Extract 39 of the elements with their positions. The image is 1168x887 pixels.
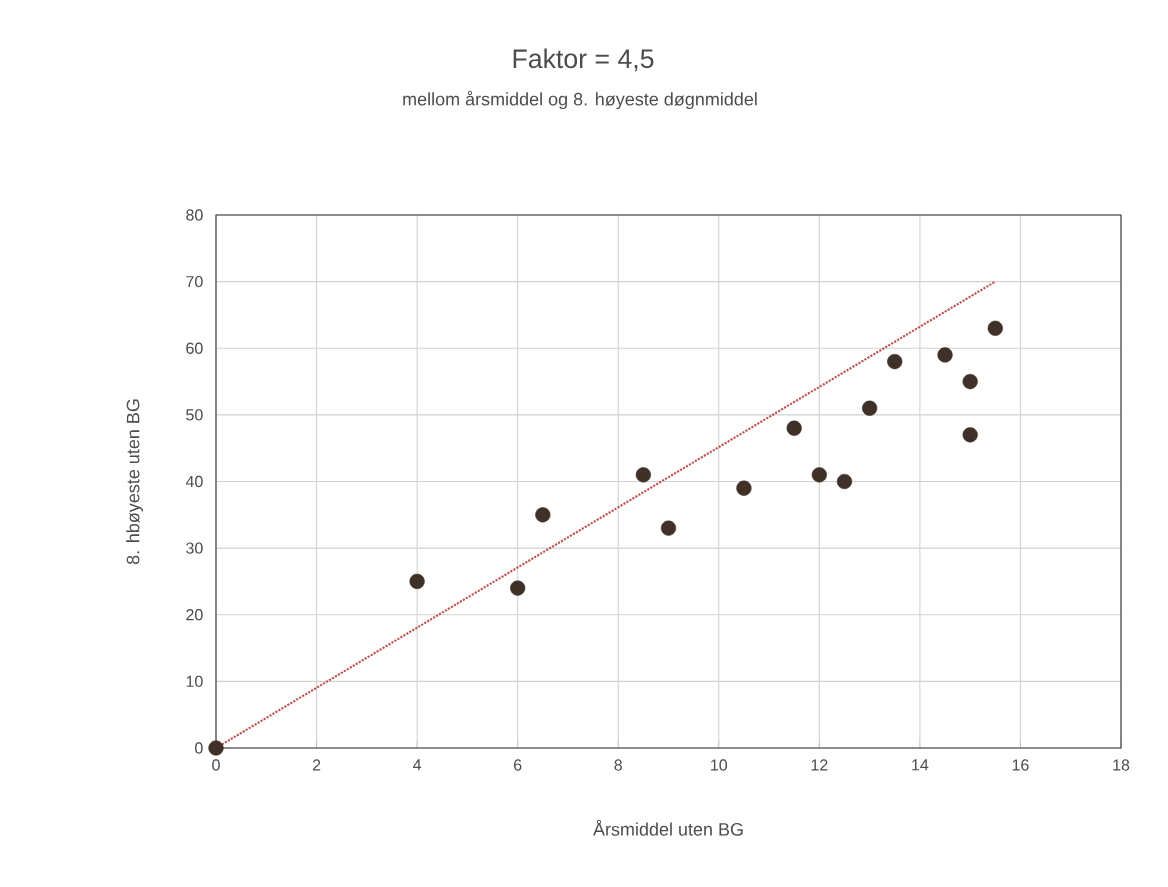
point	[836, 473, 853, 490]
y-tick-label: 40	[185, 475, 203, 488]
point	[736, 480, 752, 496]
x-tick-label: 6	[514, 759, 522, 771]
y-tick-label: 0	[195, 742, 203, 754]
y-tick-label: 50	[186, 409, 203, 421]
y-axis-title: 8. hbøyeste uten BG	[126, 399, 144, 565]
x-tick-label: 12	[811, 759, 828, 771]
point	[786, 420, 802, 436]
point	[535, 507, 551, 523]
y-tick-label: 70	[186, 275, 203, 288]
point	[937, 347, 953, 363]
x-tick-label: 10	[711, 759, 728, 771]
point	[660, 520, 677, 536]
x-axis-title: Årsmiddel uten BG	[593, 819, 743, 836]
x-tick-label: 0	[212, 759, 220, 771]
point	[962, 427, 978, 443]
point	[862, 400, 878, 416]
x-tick-label: 18	[1113, 759, 1130, 771]
x-tick-label: 16	[1012, 759, 1029, 771]
point	[510, 580, 526, 596]
point	[987, 320, 1003, 336]
chart-subtitle: mellom årsmiddel og 8. høyeste døgnmiddel	[403, 90, 757, 110]
point	[811, 467, 827, 483]
y-tick-label: 30	[186, 542, 203, 554]
point	[635, 467, 651, 483]
x-tick-label: 14	[912, 759, 929, 771]
x-tick-label: 8	[614, 759, 622, 771]
x-tick-label: 2	[312, 759, 321, 771]
point	[208, 740, 224, 756]
chart-title: Faktor = 4,5	[513, 48, 654, 72]
point	[409, 573, 425, 590]
y-tick-label: 80	[186, 209, 203, 221]
y-tick-label: 60	[186, 342, 203, 354]
y-tick-label: 20	[186, 609, 203, 621]
y-tick-label: 10	[186, 675, 203, 688]
x-tick-label: 4	[413, 759, 422, 771]
point	[887, 353, 903, 370]
point	[962, 373, 978, 390]
